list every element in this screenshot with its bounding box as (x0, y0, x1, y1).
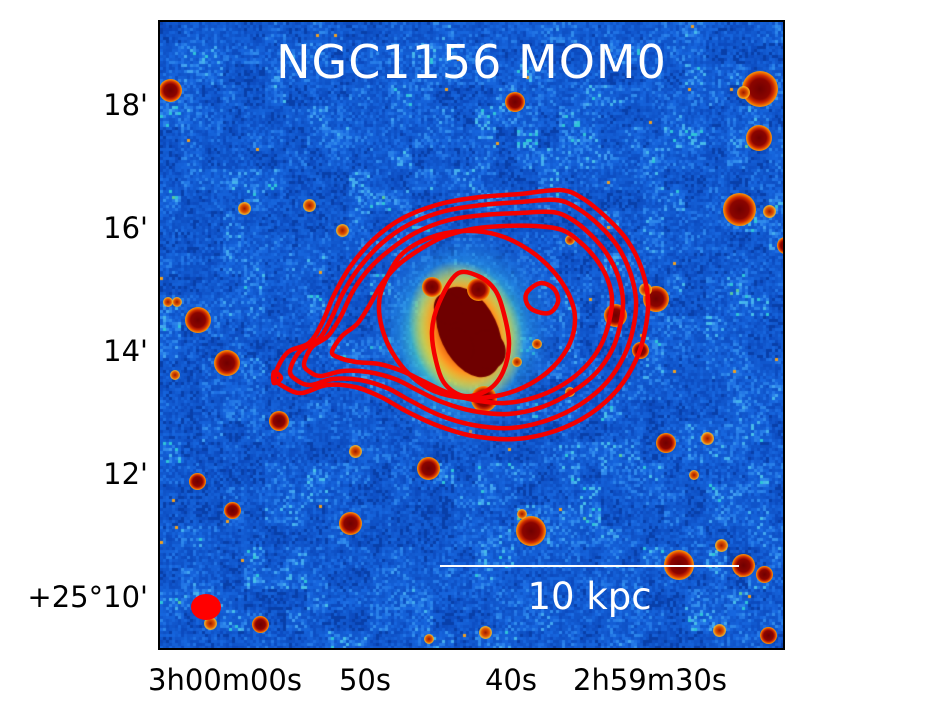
x-tick-label: 2h59m30s (573, 663, 727, 697)
hi-contour-line (287, 197, 639, 431)
star (700, 431, 714, 445)
star (736, 85, 750, 99)
x-tick-label: 3h00m00s (148, 663, 302, 697)
star (416, 456, 440, 480)
star (478, 625, 492, 639)
y-tick-label: 14' (103, 334, 148, 368)
star (762, 204, 776, 218)
x-tick-label: 40s (484, 663, 537, 697)
hi-contour-line (270, 369, 284, 386)
star (714, 538, 728, 552)
star (722, 192, 756, 226)
star (746, 125, 772, 151)
star (237, 201, 251, 215)
star (214, 350, 240, 376)
star (170, 370, 180, 380)
star (512, 357, 522, 367)
hi-contour-line (376, 228, 578, 401)
star (776, 236, 783, 254)
x-tick-label: 50s (338, 663, 391, 697)
scale-bar-label: 10 kpc (527, 575, 652, 618)
star (759, 626, 777, 644)
star (517, 509, 527, 519)
star (731, 553, 755, 577)
star (532, 339, 542, 349)
star (505, 92, 525, 112)
star (251, 615, 269, 633)
hi-contour-line (329, 223, 615, 406)
star (302, 198, 316, 212)
star (565, 235, 575, 245)
star (755, 565, 773, 583)
star (422, 277, 442, 297)
star (185, 307, 211, 333)
star (712, 623, 726, 637)
star (160, 78, 182, 102)
star (516, 516, 546, 546)
star (689, 470, 699, 480)
star (424, 634, 434, 644)
scale-bar-line (440, 565, 739, 567)
star (348, 444, 362, 458)
sky-map-plot: 10 kpc NGC1156 MOM0 (158, 20, 785, 650)
y-tick-label: 16' (103, 211, 148, 245)
hi-contour-line (272, 187, 651, 442)
plot-title: NGC1156 MOM0 (276, 35, 667, 89)
star (269, 411, 289, 431)
hi-contour-line (301, 209, 626, 417)
y-tick-label: 12' (103, 457, 148, 491)
star (335, 223, 349, 237)
star (172, 297, 182, 307)
hi-contour-line (523, 280, 561, 316)
star (163, 297, 173, 307)
hi-contours-overlay (270, 187, 651, 442)
star (223, 501, 241, 519)
star (466, 277, 490, 301)
y-tick-label: +25°10' (27, 580, 148, 614)
stars-layer (160, 22, 783, 648)
optical-background-image (160, 22, 783, 648)
beam-ellipse (191, 594, 221, 620)
star (188, 472, 206, 490)
star (656, 433, 676, 453)
y-tick-label: 18' (103, 88, 148, 122)
star (338, 511, 362, 535)
hi-contour-line (429, 269, 512, 399)
